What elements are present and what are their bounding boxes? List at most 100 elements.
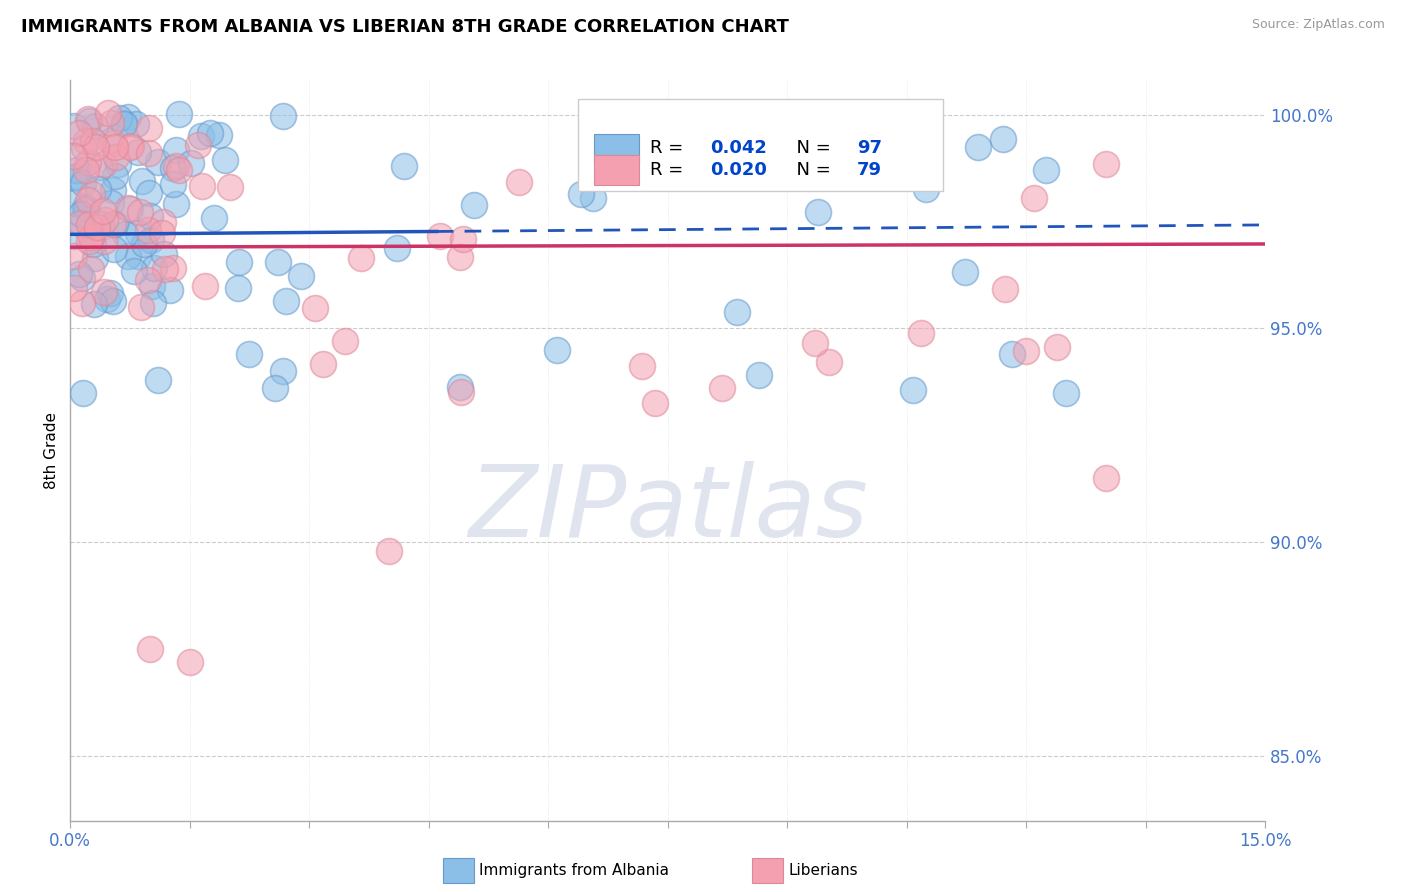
Point <box>159 283 181 297</box>
Point <box>214 153 236 168</box>
Point <box>152 214 174 228</box>
Point <box>124 264 146 278</box>
Point <box>953 265 976 279</box>
Point <box>100 115 122 129</box>
Point <box>228 254 250 268</box>
Point <box>63 169 86 184</box>
Point <box>711 381 734 395</box>
Point <box>72 177 94 191</box>
Point <box>118 139 141 153</box>
Point <box>129 300 152 314</box>
Point <box>136 223 159 237</box>
Point <box>83 297 105 311</box>
Point <box>112 116 135 130</box>
Point <box>104 218 127 232</box>
Point <box>276 294 298 309</box>
Point <box>179 655 201 669</box>
Point <box>82 134 104 148</box>
Point <box>127 145 149 160</box>
Text: N =: N = <box>785 161 837 179</box>
Y-axis label: 8th Grade: 8th Grade <box>44 412 59 489</box>
Point <box>117 201 139 215</box>
Point <box>333 334 356 349</box>
Point <box>77 112 100 126</box>
Point <box>69 216 91 230</box>
Point <box>546 343 568 357</box>
Point <box>103 242 125 256</box>
Point <box>187 138 209 153</box>
Text: ZIPatlas: ZIPatlas <box>468 461 868 558</box>
Point <box>70 271 93 285</box>
Point <box>378 544 401 558</box>
Point <box>127 249 149 263</box>
Point <box>804 336 827 351</box>
Point <box>120 139 142 153</box>
Point <box>104 140 127 154</box>
Text: 0.020: 0.020 <box>710 161 766 179</box>
Point <box>97 106 120 120</box>
Point <box>139 642 162 657</box>
Point <box>127 226 149 240</box>
Point <box>1095 471 1118 485</box>
Point <box>72 385 94 400</box>
Point <box>967 140 990 154</box>
Point <box>63 249 86 263</box>
Point <box>72 141 94 155</box>
Point <box>150 227 173 241</box>
Point <box>86 139 108 153</box>
Point <box>290 268 312 283</box>
Point <box>429 229 451 244</box>
Point <box>198 126 221 140</box>
Point <box>96 292 118 306</box>
Point <box>82 187 104 202</box>
Point <box>131 174 153 188</box>
Point <box>87 182 110 196</box>
Point <box>727 305 749 319</box>
Point <box>191 178 214 193</box>
Point <box>392 159 415 173</box>
Point <box>148 155 170 169</box>
Point <box>63 148 86 162</box>
Point <box>350 251 373 265</box>
Point <box>69 126 91 140</box>
Point <box>139 232 162 246</box>
Point <box>83 251 105 265</box>
Point <box>264 381 287 395</box>
Point <box>271 364 294 378</box>
Point <box>79 113 101 128</box>
Point <box>167 107 190 121</box>
Point <box>1046 340 1069 354</box>
Point <box>69 207 91 221</box>
Point <box>453 232 475 246</box>
Point <box>101 294 124 309</box>
Point <box>165 159 187 173</box>
Point <box>569 186 592 201</box>
Point <box>194 279 217 293</box>
Point <box>152 247 174 261</box>
Point <box>1001 347 1024 361</box>
Point <box>66 169 89 184</box>
Point <box>450 384 472 399</box>
Point <box>134 237 156 252</box>
Text: N =: N = <box>785 139 837 157</box>
Point <box>107 157 129 171</box>
Point <box>1094 157 1116 171</box>
Text: R =: R = <box>650 139 689 157</box>
Point <box>644 396 666 410</box>
Text: 79: 79 <box>856 161 882 179</box>
Point <box>103 217 125 231</box>
Text: 0.042: 0.042 <box>710 139 766 157</box>
Point <box>138 186 160 200</box>
Point <box>136 273 159 287</box>
Point <box>1022 191 1045 205</box>
Text: Liberians: Liberians <box>789 863 859 878</box>
Point <box>73 201 96 215</box>
Point <box>138 145 160 160</box>
Point <box>901 383 924 397</box>
Point <box>77 155 100 169</box>
Point <box>117 249 139 263</box>
Point <box>77 234 100 248</box>
Point <box>807 204 830 219</box>
Point <box>630 359 652 373</box>
Point <box>640 130 662 145</box>
